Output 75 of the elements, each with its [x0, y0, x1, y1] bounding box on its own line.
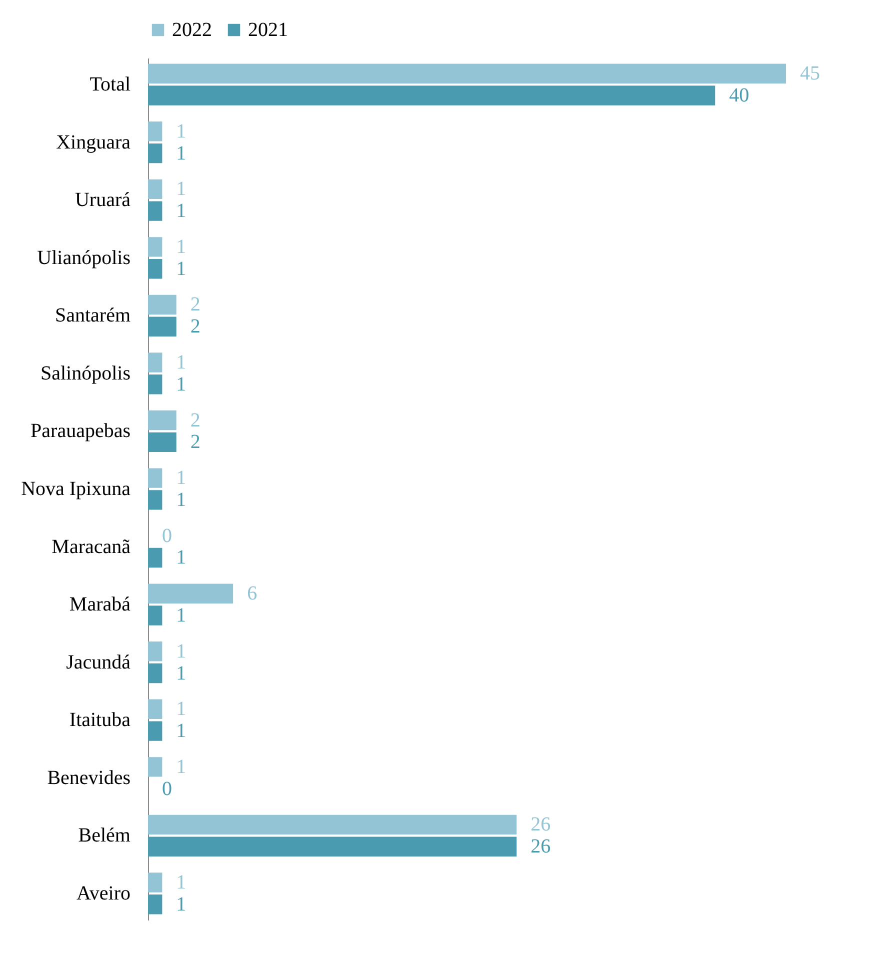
y-tick-label: Belém	[78, 824, 131, 847]
bar	[148, 179, 162, 200]
y-tick-label: Ulianópolis	[37, 246, 131, 269]
bar	[148, 606, 162, 626]
data-label: 1	[176, 871, 186, 894]
data-label: 40	[729, 84, 750, 107]
bar	[148, 122, 162, 142]
bar	[148, 237, 162, 257]
y-tick-label: Marabá	[69, 594, 131, 616]
y-tick-label: Itaituba	[69, 709, 131, 732]
bar	[148, 258, 162, 279]
data-label: 1	[176, 488, 186, 511]
y-tick-label: Aveiro	[76, 882, 130, 904]
bar	[148, 757, 162, 777]
data-label: 2	[190, 316, 200, 338]
data-label: 1	[176, 120, 186, 142]
bar	[148, 894, 162, 914]
data-label: 2	[190, 409, 200, 432]
legend-label: 2022	[172, 19, 212, 41]
bar	[148, 64, 786, 84]
data-label: 1	[176, 236, 186, 258]
bar	[148, 201, 162, 221]
bar	[148, 432, 176, 452]
bar	[148, 490, 162, 510]
bar	[148, 584, 234, 604]
data-label: 1	[176, 756, 186, 778]
data-label: 6	[247, 582, 258, 605]
bar	[148, 410, 176, 430]
bar	[148, 86, 716, 106]
bar	[148, 663, 162, 684]
data-label: 45	[800, 62, 820, 85]
data-label: 26	[530, 814, 551, 836]
data-label: 1	[176, 720, 186, 742]
data-label: 26	[530, 836, 551, 858]
data-label: 1	[176, 373, 186, 396]
data-label: 1	[176, 352, 186, 374]
y-tick-label: Nova Ipixuna	[21, 478, 131, 500]
bar	[148, 143, 162, 164]
bar	[148, 642, 162, 662]
bar	[148, 316, 176, 336]
y-tick-label: Total	[90, 74, 131, 96]
y-tick-label: Salinópolis	[40, 362, 131, 384]
bar	[148, 294, 176, 315]
data-label: 1	[176, 258, 186, 280]
data-label: 1	[176, 662, 186, 684]
data-label: 1	[176, 640, 186, 662]
data-label: 1	[176, 467, 186, 490]
legend-label: 2021	[248, 19, 288, 41]
data-label: 1	[176, 142, 186, 164]
data-label: 1	[176, 604, 186, 626]
y-tick-label: Santarém	[54, 304, 131, 327]
bar	[148, 836, 517, 856]
data-label: 0	[162, 778, 172, 800]
bar	[148, 872, 162, 892]
bar	[148, 699, 162, 720]
data-label: 1	[176, 200, 186, 222]
bar	[148, 548, 162, 568]
y-tick-label: Parauapebas	[30, 420, 131, 442]
bar	[148, 468, 162, 488]
data-label: 1	[176, 698, 186, 720]
data-label: 2	[190, 294, 200, 316]
data-label: 0	[162, 524, 172, 547]
data-label: 2	[190, 431, 200, 454]
bar	[148, 374, 162, 394]
y-tick-label: Jacundá	[66, 651, 131, 674]
y-tick-label: Uruará	[74, 189, 131, 212]
bar	[148, 721, 162, 741]
data-label: 1	[176, 178, 186, 200]
y-tick-label: Maracanã	[52, 536, 131, 558]
y-tick-label: Benevides	[47, 766, 131, 789]
bar	[148, 814, 517, 835]
data-label: 1	[176, 546, 186, 569]
y-tick-label: Xinguara	[56, 131, 131, 154]
bar	[148, 352, 162, 372]
data-label: 1	[176, 893, 186, 916]
